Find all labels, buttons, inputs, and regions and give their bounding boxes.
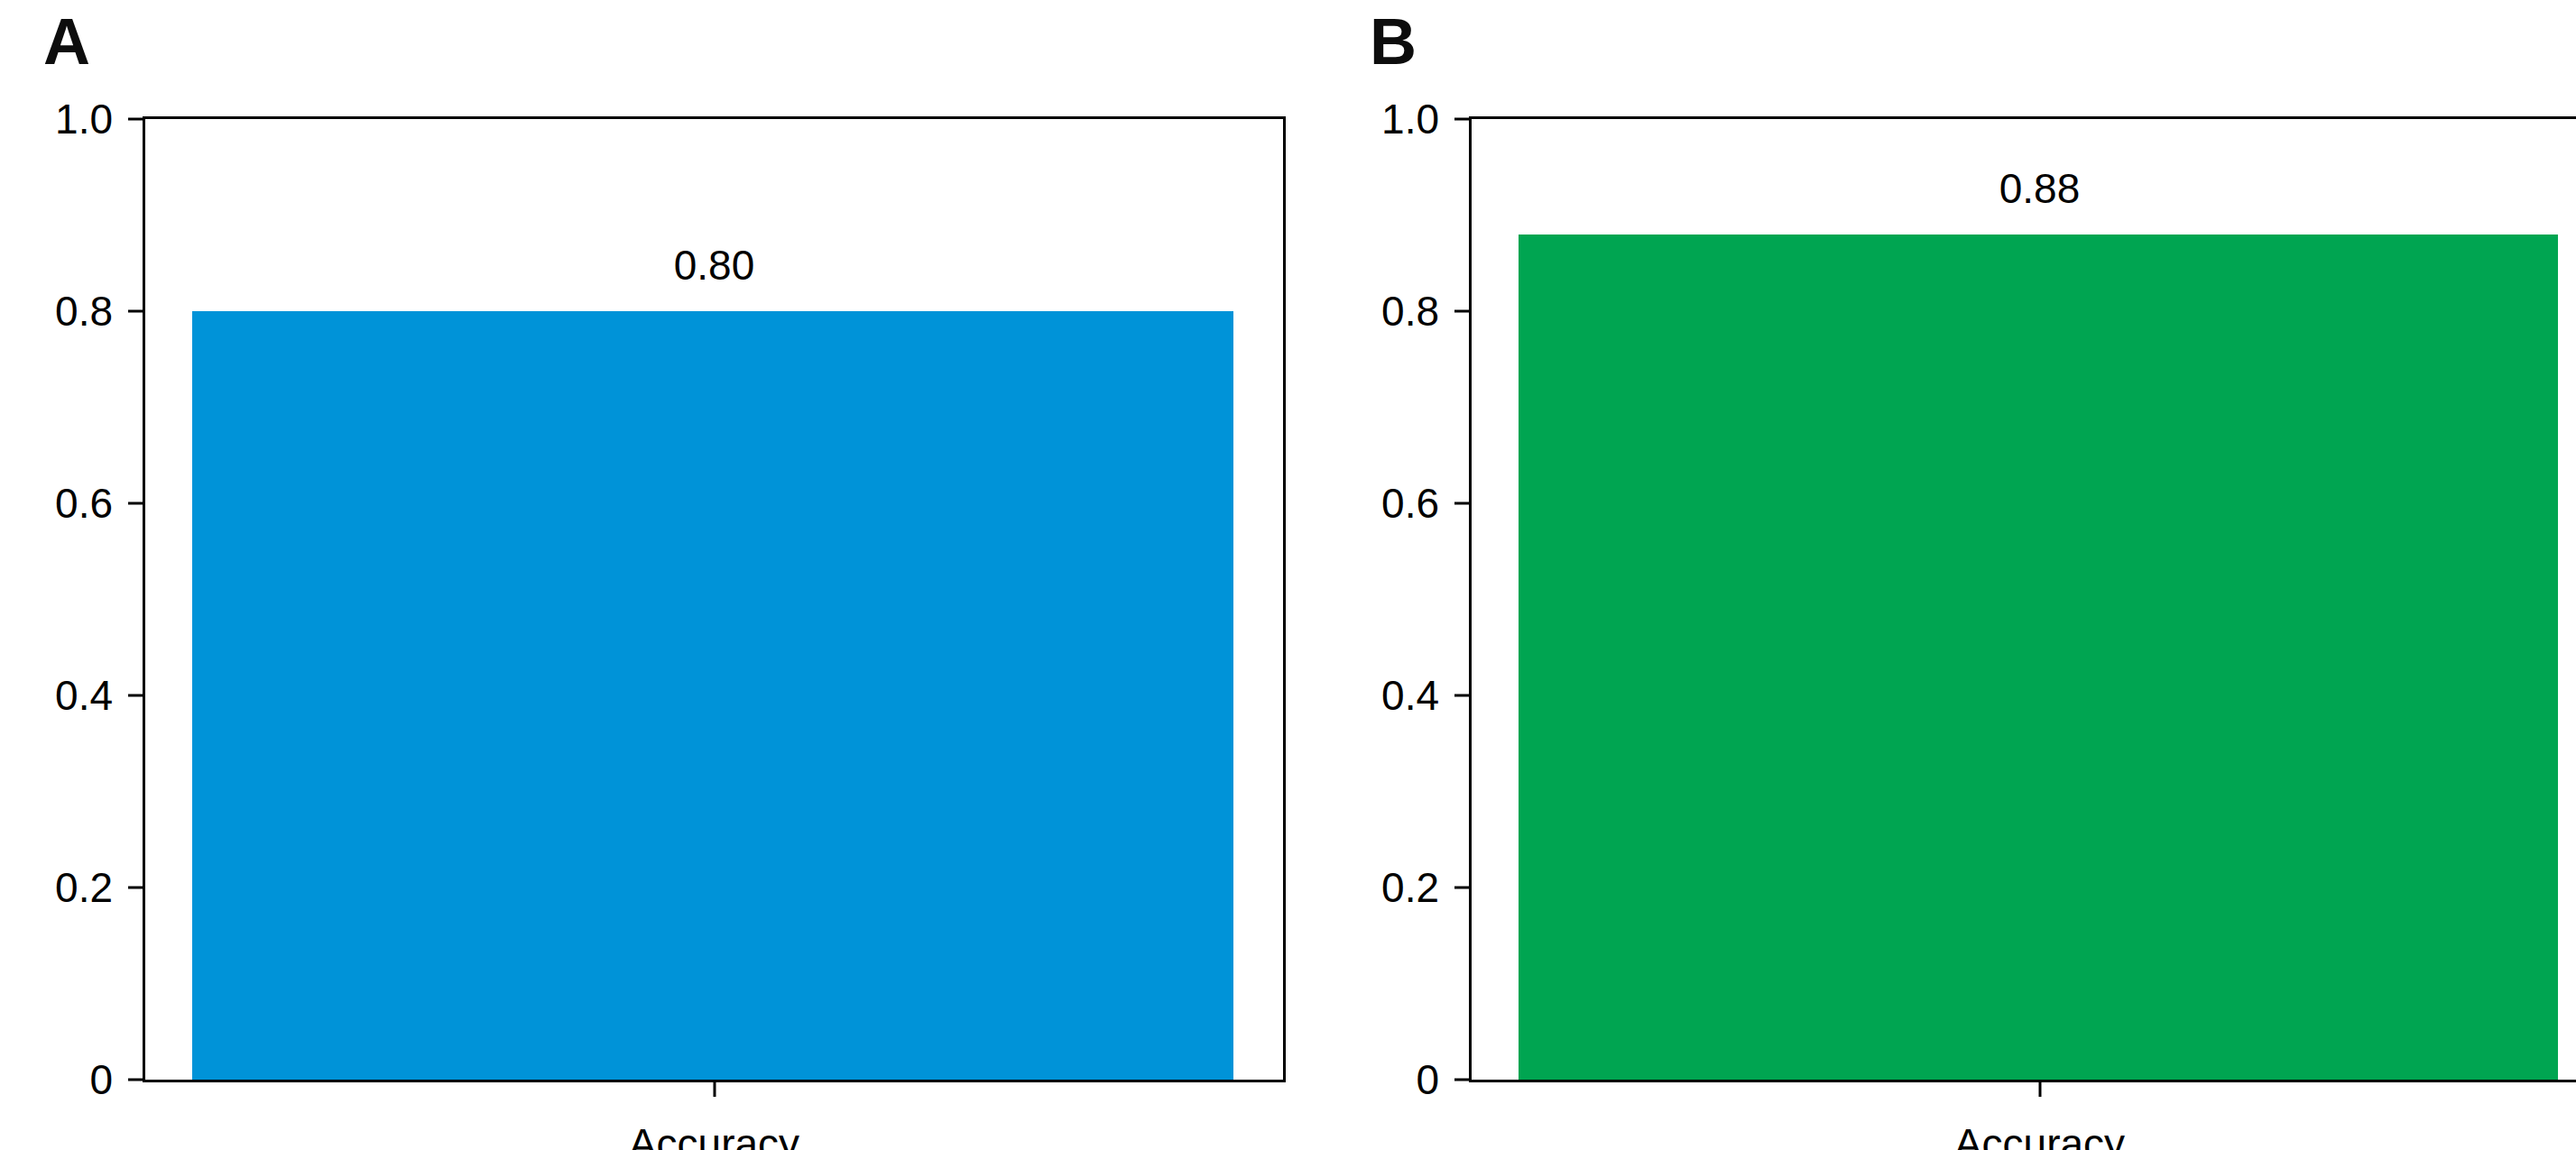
y-tick-mark [1454,118,1469,121]
panel-a-letter: A [43,14,90,74]
panel-a-accuracy-bar [192,311,1233,1080]
y-tick-label: 0.2 [55,867,113,908]
y-tick-mark [1454,887,1469,889]
panel-b-plot-box: 1.00.80.60.40.20 0.88 Accuracy [1469,116,2576,1082]
y-tick-label: 0.2 [1381,867,1439,908]
y-tick-label: 0.4 [1381,675,1439,716]
panel-b-letter: B [1370,14,1417,74]
y-tick-label: 1.0 [55,98,113,140]
y-tick-mark [1454,695,1469,697]
panel-b-x-tick-mark [2038,1082,2041,1097]
y-tick-mark [1454,310,1469,313]
panel-a-plot-box: 1.00.80.60.40.20 0.80 Accuracy [143,116,1286,1082]
y-tick-mark [128,502,143,505]
y-tick-label: 0.6 [1381,483,1439,524]
y-tick-label: 0.4 [55,675,113,716]
y-tick-label: 0.8 [1381,290,1439,332]
panel-a-x-tick-mark [713,1082,716,1097]
panel-b-bar-value-label: 0.88 [1999,168,2081,209]
two-panel-accuracy-bar-figure: A 1.00.80.60.40.20 0.80 Accuracy B 1.00.… [36,14,2576,1150]
y-tick-mark [128,1079,143,1081]
y-tick-mark [1454,502,1469,505]
y-tick-label: 0.8 [55,290,113,332]
y-tick-mark [1454,1079,1469,1081]
y-tick-label: 0 [89,1059,113,1100]
panel-a-bar-value-label: 0.80 [674,244,755,286]
y-tick-label: 0.6 [55,483,113,524]
panel-b-x-tick-label: Accuracy [1954,1123,2125,1150]
y-tick-label: 0 [1416,1059,1439,1100]
y-tick-label: 1.0 [1381,98,1439,140]
y-tick-mark [128,310,143,313]
y-tick-mark [128,695,143,697]
panel-a-x-tick-label: Accuracy [629,1123,799,1150]
panel-b-accuracy-bar [1519,235,2558,1080]
y-tick-mark [128,887,143,889]
y-tick-mark [128,118,143,121]
